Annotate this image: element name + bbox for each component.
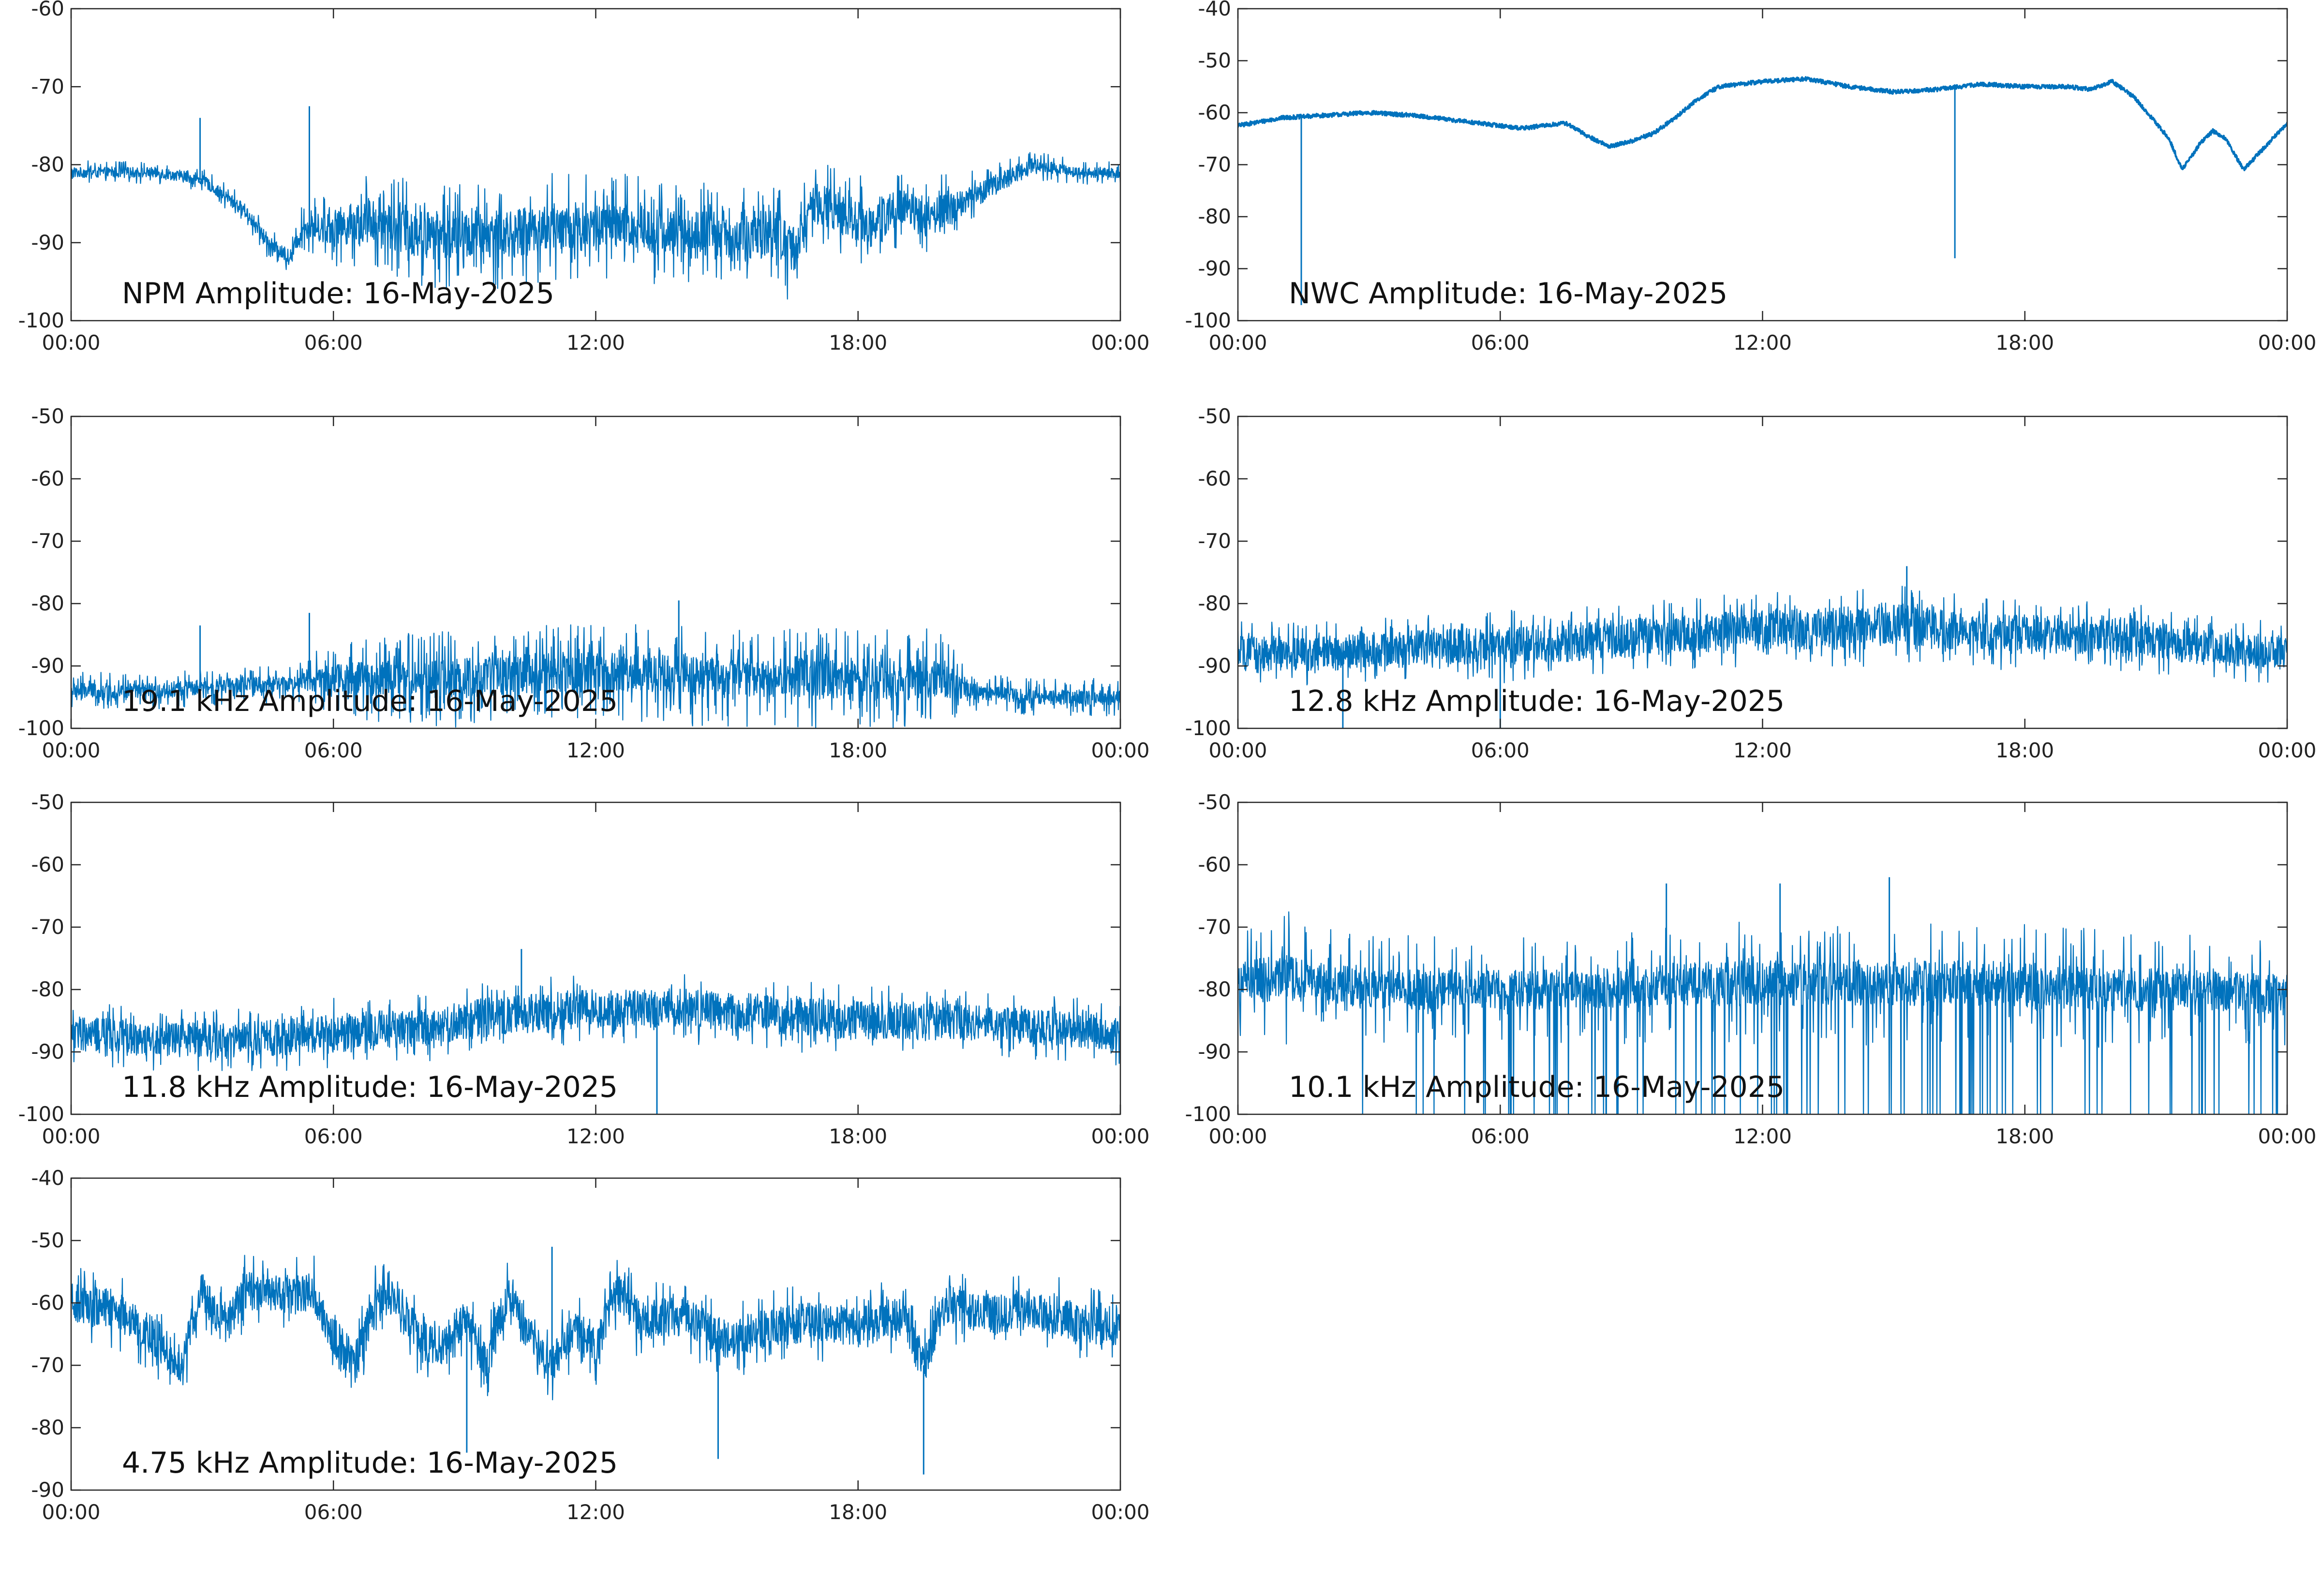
x-tick-label: 00:00 — [1208, 1124, 1267, 1148]
x-tick-label: 06:00 — [304, 739, 363, 762]
y-tick-label: -80 — [31, 591, 64, 615]
y-tick-label: -100 — [1185, 716, 1231, 740]
x-tick-label: 18:00 — [829, 1124, 887, 1148]
y-tick-label: -90 — [31, 654, 64, 678]
x-tick-label: 00:00 — [42, 1124, 100, 1148]
y-tick-label: -60 — [31, 0, 64, 20]
panel-title: 19.1 kHz Amplitude: 16-May-2025 — [122, 684, 618, 718]
y-tick-label: -50 — [31, 790, 64, 814]
y-tick-label: -50 — [1198, 404, 1231, 428]
x-tick-label: 06:00 — [304, 1124, 363, 1148]
y-tick-label: -60 — [1198, 467, 1231, 490]
x-tick-label: 06:00 — [1471, 1124, 1530, 1148]
y-tick-label: -70 — [31, 529, 64, 553]
series-line — [1238, 76, 2287, 171]
panel-title: 12.8 kHz Amplitude: 16-May-2025 — [1289, 684, 1785, 718]
y-tick-label: -60 — [31, 467, 64, 490]
y-tick-label: -60 — [31, 1291, 64, 1315]
x-tick-label: 00:00 — [2258, 739, 2316, 762]
y-tick-label: -60 — [31, 853, 64, 876]
x-tick-label: 00:00 — [1091, 1500, 1149, 1524]
series-line — [1238, 586, 2287, 686]
x-tick-label: 18:00 — [829, 331, 887, 355]
x-tick-label: 18:00 — [1995, 739, 2054, 762]
x-tick-label: 18:00 — [829, 1500, 887, 1524]
x-tick-label: 06:00 — [1471, 331, 1530, 355]
x-tick-label: 18:00 — [1995, 1124, 2054, 1148]
y-tick-label: -40 — [1198, 0, 1231, 20]
y-tick-label: -70 — [31, 915, 64, 939]
y-tick-label: -60 — [1198, 853, 1231, 876]
x-tick-label: 00:00 — [2258, 331, 2316, 355]
y-tick-label: -80 — [1198, 977, 1231, 1001]
y-tick-label: -50 — [31, 404, 64, 428]
series-line — [71, 1255, 1120, 1401]
y-tick-label: -100 — [18, 716, 64, 740]
x-tick-label: 00:00 — [42, 1500, 100, 1524]
x-tick-label: 12:00 — [566, 1124, 625, 1148]
x-tick-label: 00:00 — [2258, 1124, 2316, 1148]
x-tick-label: 06:00 — [1471, 739, 1530, 762]
y-tick-label: -70 — [1198, 153, 1231, 177]
panel-title: 10.1 kHz Amplitude: 16-May-2025 — [1289, 1070, 1785, 1104]
x-tick-label: 18:00 — [829, 739, 887, 762]
y-tick-label: -90 — [31, 1478, 64, 1502]
y-tick-label: -90 — [1198, 257, 1231, 281]
y-tick-label: -80 — [1198, 591, 1231, 615]
y-tick-label: -100 — [18, 309, 64, 332]
panel-title: 4.75 kHz Amplitude: 16-May-2025 — [122, 1446, 618, 1480]
x-tick-label: 00:00 — [1208, 331, 1267, 355]
y-tick-label: -70 — [1198, 529, 1231, 553]
x-tick-label: 00:00 — [1208, 739, 1267, 762]
y-tick-label: -60 — [1198, 101, 1231, 124]
x-tick-label: 06:00 — [304, 1500, 363, 1524]
panel-title: 11.8 kHz Amplitude: 16-May-2025 — [122, 1070, 618, 1104]
x-tick-label: 12:00 — [1733, 1124, 1792, 1148]
y-tick-label: -70 — [1198, 915, 1231, 939]
y-tick-label: -90 — [31, 1040, 64, 1064]
y-tick-label: -50 — [1198, 49, 1231, 73]
y-tick-label: -100 — [18, 1102, 64, 1126]
y-tick-label: -70 — [31, 74, 64, 98]
x-tick-label: 00:00 — [42, 739, 100, 762]
y-tick-label: -40 — [31, 1166, 64, 1190]
x-tick-label: 12:00 — [566, 739, 625, 762]
panel-title: NPM Amplitude: 16-May-2025 — [122, 277, 554, 310]
x-tick-label: 12:00 — [566, 331, 625, 355]
series-line — [71, 974, 1120, 1071]
y-tick-label: -90 — [1198, 654, 1231, 678]
x-tick-label: 12:00 — [1733, 331, 1792, 355]
x-tick-label: 06:00 — [304, 331, 363, 355]
y-tick-label: -100 — [1185, 1102, 1231, 1126]
series-line — [1238, 911, 2287, 1114]
x-tick-label: 00:00 — [1091, 1124, 1149, 1148]
x-tick-label: 12:00 — [1733, 739, 1792, 762]
x-tick-label: 00:00 — [1091, 739, 1149, 762]
y-tick-label: -80 — [31, 1416, 64, 1439]
x-tick-label: 12:00 — [566, 1500, 625, 1524]
y-tick-label: -50 — [31, 1228, 64, 1252]
y-tick-label: -80 — [31, 977, 64, 1001]
series-line — [71, 152, 1120, 300]
x-tick-label: 00:00 — [42, 331, 100, 355]
y-tick-label: -80 — [31, 153, 64, 177]
y-tick-label: -50 — [1198, 790, 1231, 814]
x-tick-label: 18:00 — [1995, 331, 2054, 355]
panel-title: NWC Amplitude: 16-May-2025 — [1289, 277, 1727, 310]
y-tick-label: -90 — [1198, 1040, 1231, 1064]
x-tick-label: 00:00 — [1091, 331, 1149, 355]
series-line — [71, 624, 1120, 728]
y-tick-label: -70 — [31, 1353, 64, 1377]
y-tick-label: -100 — [1185, 309, 1231, 332]
y-tick-label: -90 — [31, 231, 64, 254]
y-tick-label: -80 — [1198, 205, 1231, 228]
